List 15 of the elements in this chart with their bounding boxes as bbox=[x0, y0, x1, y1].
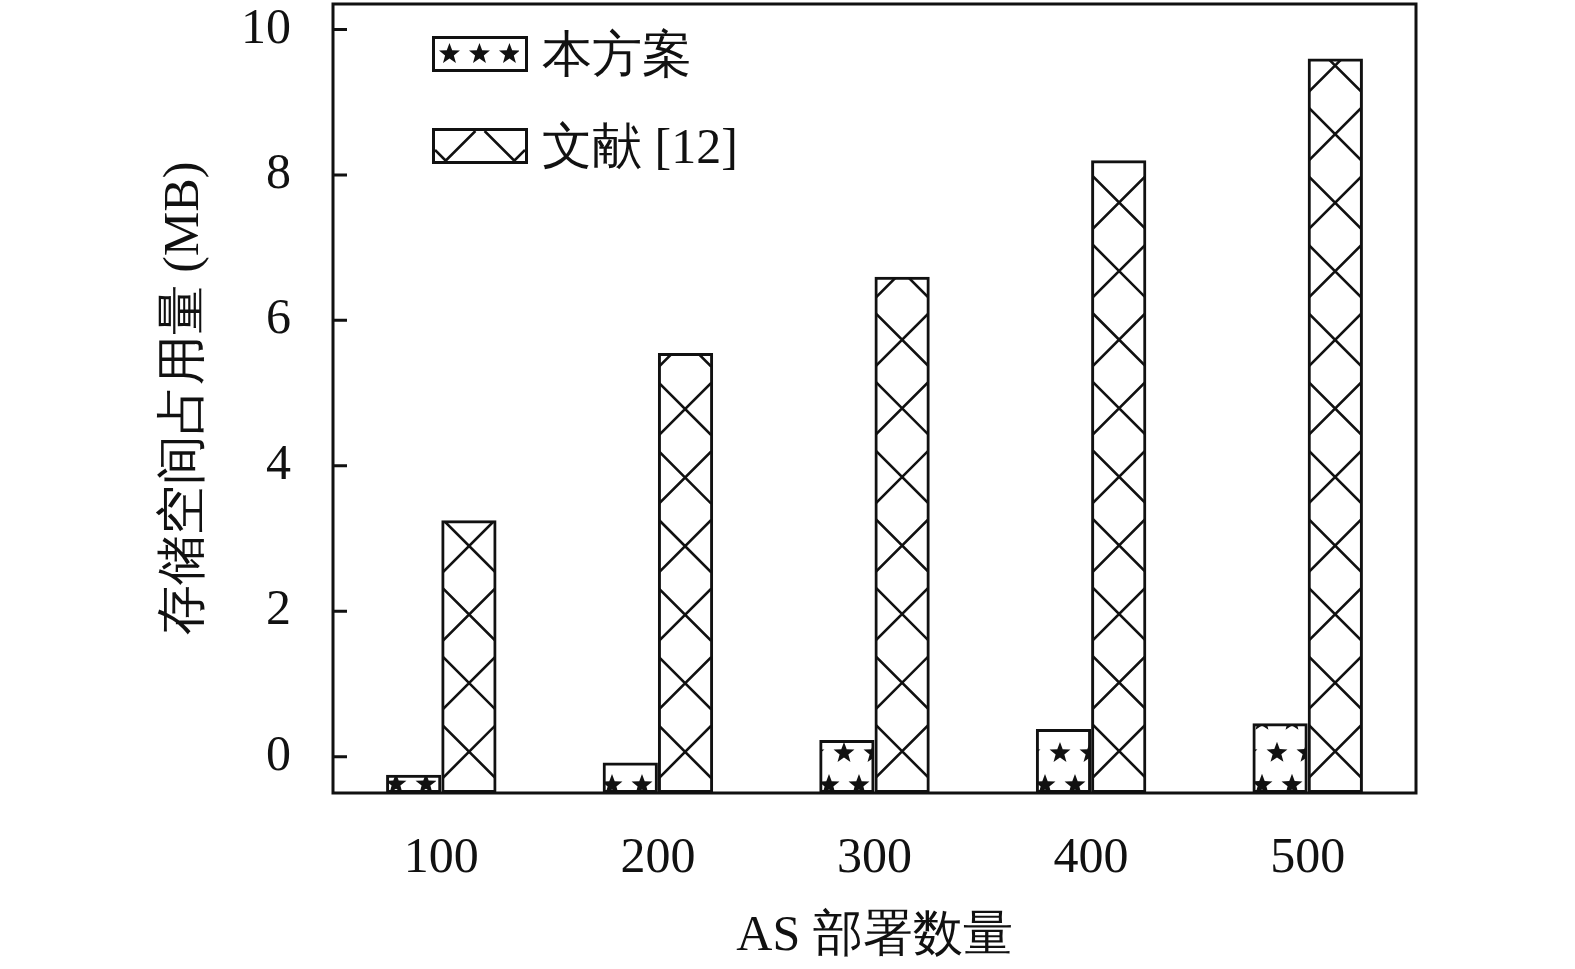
x-tick-label: 200 bbox=[620, 827, 696, 884]
y-tick-label: 0 bbox=[266, 724, 291, 781]
y-tick-label: 8 bbox=[266, 143, 291, 200]
y-tick-label: 10 bbox=[241, 0, 291, 54]
legend-label: 文献 [12] bbox=[542, 118, 738, 174]
x-tick-label: 100 bbox=[403, 827, 479, 884]
y-tick-label: 2 bbox=[266, 579, 291, 636]
x-tick-label: 300 bbox=[837, 827, 912, 884]
x-tick-label: 500 bbox=[1270, 827, 1346, 884]
x-tick-label: 400 bbox=[1053, 827, 1129, 884]
x-axis-title: AS 部署数量 bbox=[736, 905, 1013, 962]
y-axis-title: 存储空间占用量 (MB) bbox=[153, 161, 210, 636]
y-tick-label: 4 bbox=[266, 433, 291, 490]
legend-label: 本方案 bbox=[542, 26, 692, 82]
y-tick-label: 6 bbox=[266, 288, 291, 345]
